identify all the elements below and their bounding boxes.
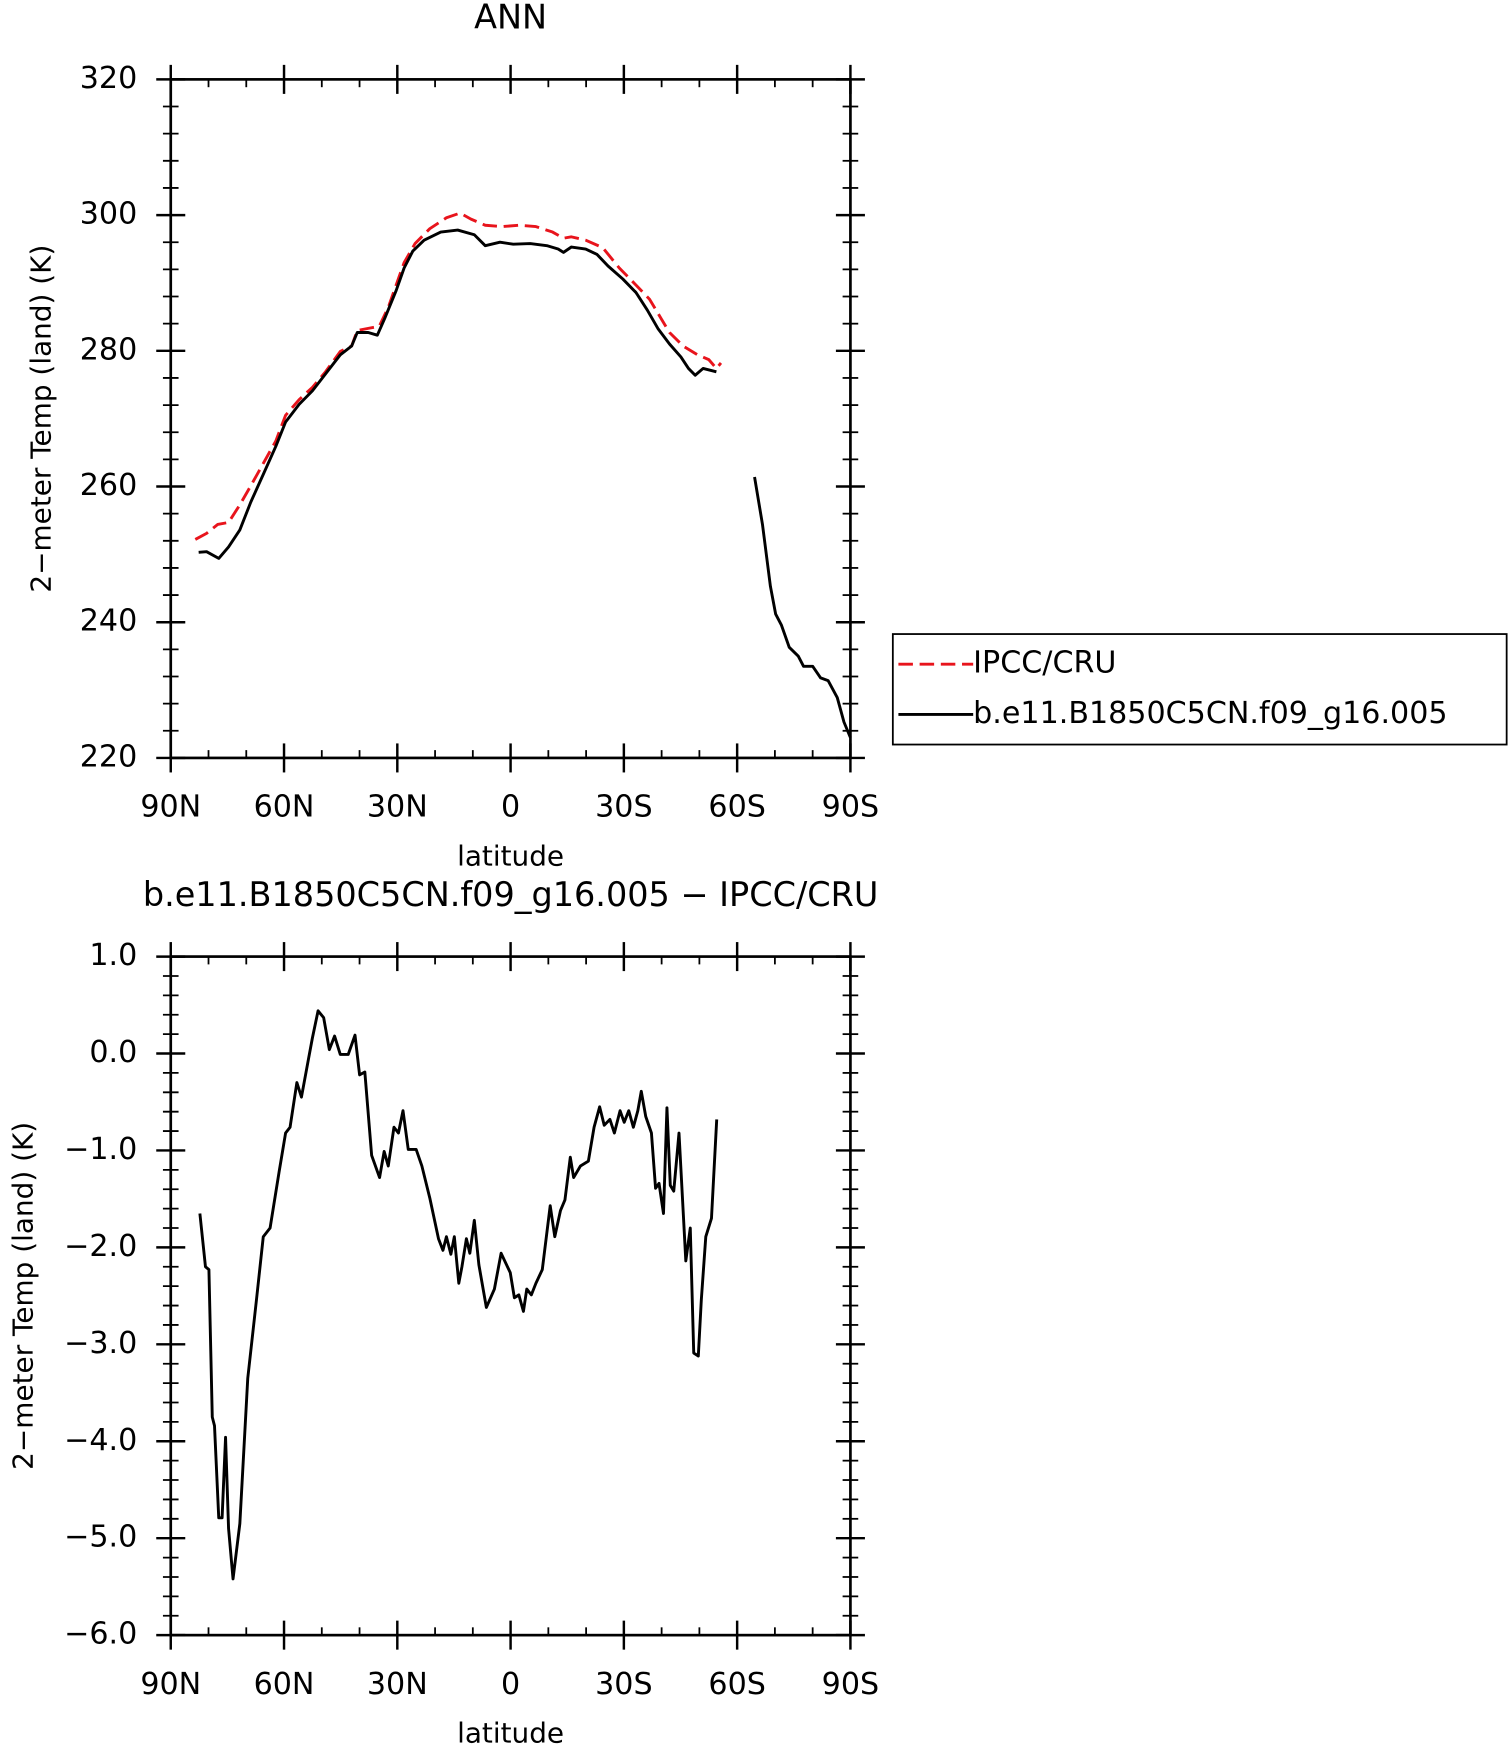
data-line — [198, 1009, 719, 1581]
chart-title: b.e11.B1850C5CN.f09_g16.005 − IPCC/CRU — [143, 875, 879, 914]
y-axis-label: 2−meter Temp (land) (K) — [24, 245, 57, 593]
x-tick-label: 90N — [140, 790, 201, 825]
legend-label: b.e11.B1850C5CN.f09_g16.005 — [973, 696, 1447, 731]
x-tick-label: 90S — [822, 1667, 879, 1702]
y-tick-label: −3.0 — [64, 1326, 137, 1361]
y-axis-label: 2−meter Temp (land) (K) — [7, 1122, 40, 1470]
y-tick-label: 320 — [80, 61, 138, 96]
data-line — [198, 228, 852, 739]
legend-label: IPCC/CRU — [973, 646, 1116, 681]
x-axis-label: latitude — [457, 839, 564, 872]
chart-title: ANN — [474, 0, 547, 37]
legend-box — [891, 633, 1508, 746]
x-tick-label: 60S — [708, 1667, 765, 1702]
y-tick-label: −6.0 — [64, 1617, 137, 1652]
y-tick-label: 240 — [80, 604, 138, 639]
x-tick-label: 90S — [822, 790, 879, 825]
y-tick-label: 220 — [80, 739, 138, 774]
x-tick-label: 30S — [595, 790, 652, 825]
x-tick-label: 60N — [254, 790, 315, 825]
x-tick-label: 90N — [140, 1667, 201, 1702]
y-tick-label: −5.0 — [64, 1520, 137, 1555]
y-tick-label: 0.0 — [89, 1035, 137, 1070]
x-tick-label: 0 — [501, 790, 520, 825]
y-tick-label: 280 — [80, 332, 138, 367]
y-tick-label: −4.0 — [64, 1423, 137, 1458]
x-tick-label: 30N — [367, 790, 428, 825]
x-tick-label: 0 — [501, 1667, 520, 1702]
x-tick-label: 30S — [595, 1667, 652, 1702]
data-line — [194, 211, 723, 541]
y-tick-label: −1.0 — [64, 1132, 137, 1167]
x-tick-label: 30N — [367, 1667, 428, 1702]
y-tick-label: 300 — [80, 197, 138, 232]
x-tick-label: 60S — [708, 790, 765, 825]
y-tick-label: 260 — [80, 468, 138, 503]
x-axis-label: latitude — [457, 1716, 564, 1748]
y-tick-label: −2.0 — [64, 1229, 137, 1264]
x-tick-label: 60N — [254, 1667, 315, 1702]
y-tick-label: 1.0 — [89, 938, 137, 973]
